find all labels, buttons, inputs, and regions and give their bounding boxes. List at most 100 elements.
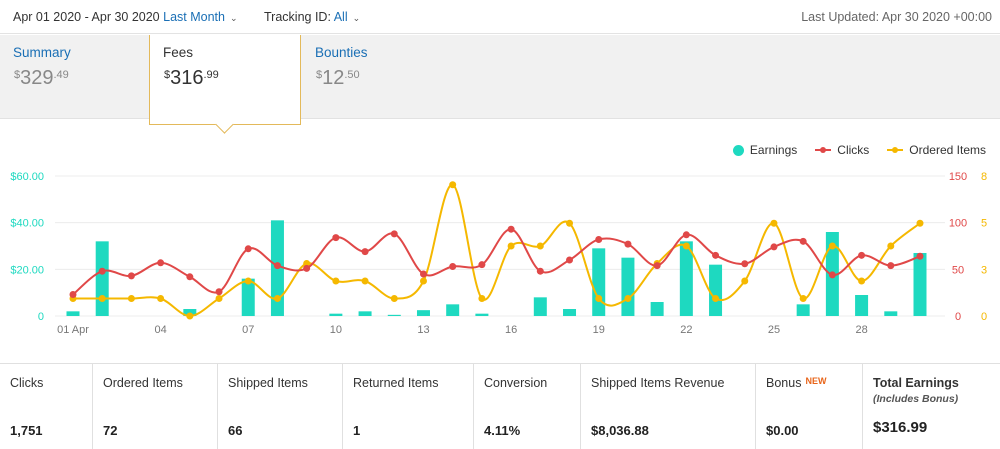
clicks-line-icon: [815, 145, 832, 155]
ordered-items-point: [536, 242, 544, 250]
ordered-items-point: [887, 242, 895, 250]
ordered-items-point: [157, 295, 165, 302]
earnings-bar: [329, 313, 343, 316]
clicks-point: [303, 264, 311, 272]
clicks-point: [244, 245, 252, 253]
ordered-items-point: [712, 295, 720, 302]
legend-ordered-items[interactable]: Ordered Items: [887, 143, 986, 157]
legend-earnings[interactable]: Earnings: [732, 143, 797, 157]
clicks-point: [682, 231, 690, 239]
clicks-point: [770, 243, 778, 251]
tab-amount: $316.99: [164, 67, 219, 89]
x-tick-label: 22: [680, 324, 692, 336]
clicks-line: [72, 228, 921, 296]
clicks-point: [536, 267, 544, 275]
clicks-point: [799, 237, 807, 245]
y-tick-clicks: 50: [952, 264, 964, 276]
ordered-items-point: [449, 181, 457, 189]
ordered-items-point: [361, 277, 369, 285]
ordered-items-line: [73, 183, 921, 318]
x-tick-label: 13: [417, 324, 429, 336]
earnings-dot-icon: [732, 144, 744, 156]
stat-clicks: Clicks 1,751: [0, 364, 93, 449]
clicks-point: [507, 225, 515, 233]
x-tick-label: 25: [768, 324, 780, 336]
earnings-bar: [796, 304, 810, 316]
date-range-text: Apr 01 2020 - Apr 30 2020: [13, 10, 160, 24]
tracking-id-selector[interactable]: Tracking ID: All ⌄: [264, 10, 360, 24]
earnings-bar: [533, 297, 547, 316]
clicks-point: [858, 251, 866, 259]
clicks-point: [215, 288, 223, 296]
last-updated: Last Updated: Apr 30 2020 +00:00: [801, 10, 992, 24]
y-tick-ordered: 5: [981, 218, 987, 230]
chevron-down-icon: ⌄: [352, 13, 361, 23]
earnings-bar: [416, 310, 430, 316]
tab-label: Summary: [13, 45, 71, 60]
clicks-point: [157, 259, 165, 267]
clicks-point: [741, 260, 749, 268]
clicks-point: [478, 261, 486, 269]
y-tick-left: $60.00: [10, 171, 44, 183]
ordered-line-icon: [887, 145, 904, 155]
ordered-items-point: [332, 277, 340, 285]
earnings-bar: [66, 311, 80, 316]
earnings-bar: [709, 264, 723, 316]
earnings-bar: [913, 253, 927, 316]
stat-returned-items: Returned Items 1: [343, 364, 474, 449]
x-tick-label: 04: [154, 324, 166, 336]
tracking-label: Tracking ID:: [264, 10, 331, 24]
date-range-selector[interactable]: Apr 01 2020 - Apr 30 2020 Last Month ⌄: [13, 10, 238, 24]
tab-amount: $12.50: [316, 67, 360, 89]
ordered-items-point: [741, 277, 749, 285]
new-badge: NEW: [805, 376, 827, 386]
earnings-chart: 0 $20.00 $40.00 $60.00 0 50 100 150 0 3 5 8 01 Apr 04…: [10, 171, 987, 336]
ordered-items-point: [858, 277, 866, 285]
clicks-point: [332, 234, 340, 242]
ordered-items-point: [624, 295, 632, 302]
clicks-point: [916, 252, 924, 260]
ordered-items-point: [98, 295, 106, 302]
ordered-items-point: [799, 295, 807, 302]
earnings-bar: [446, 304, 460, 316]
clicks-point: [127, 272, 135, 280]
clicks-point: [69, 291, 77, 299]
earnings-bar: [241, 278, 255, 316]
earnings-bar: [95, 241, 109, 316]
y-tick-ordered: 8: [981, 171, 987, 183]
clicks-point: [361, 248, 369, 256]
tab-bounties[interactable]: Bounties $12.50: [302, 35, 452, 119]
earnings-bar: [679, 241, 693, 316]
tab-summary[interactable]: Summary $329.49: [0, 35, 148, 119]
tab-fees[interactable]: Fees $316.99: [149, 35, 301, 134]
x-tick-label: 16: [505, 324, 517, 336]
earnings-bar: [387, 314, 401, 316]
ordered-items-point: [273, 295, 281, 302]
ordered-items-point: [390, 295, 398, 302]
clicks-point: [653, 262, 661, 270]
ordered-items-point: [419, 277, 427, 285]
ordered-items-point: [303, 260, 311, 267]
tracking-value: All: [333, 10, 348, 24]
tab-amount: $329.49: [14, 67, 69, 89]
y-tick-clicks: 100: [949, 218, 967, 230]
stat-total-earnings: Total Earnings (Includes Bonus) $316.99: [873, 376, 959, 436]
stats-row: Clicks 1,751 Ordered Items 72 Shipped Item…: [0, 363, 1000, 449]
ordered-items-point: [186, 312, 194, 320]
ordered-items-point: [770, 219, 778, 227]
tab-label: Bounties: [315, 45, 368, 60]
x-tick-label: 19: [593, 324, 605, 336]
clicks-point: [186, 273, 194, 281]
legend-clicks[interactable]: Clicks: [815, 143, 869, 157]
y-tick-left: 0: [38, 311, 44, 323]
clicks-point: [712, 251, 720, 259]
y-tick-ordered: 3: [981, 264, 987, 276]
ordered-items-point: [478, 295, 486, 302]
earnings-bar: [475, 313, 489, 316]
y-tick-clicks: 150: [949, 171, 967, 183]
earnings-bar: [592, 248, 606, 316]
earnings-bar: [884, 311, 898, 316]
earnings-bar: [855, 295, 869, 316]
x-tick-label: 07: [242, 324, 254, 336]
clicks-point: [887, 262, 895, 270]
